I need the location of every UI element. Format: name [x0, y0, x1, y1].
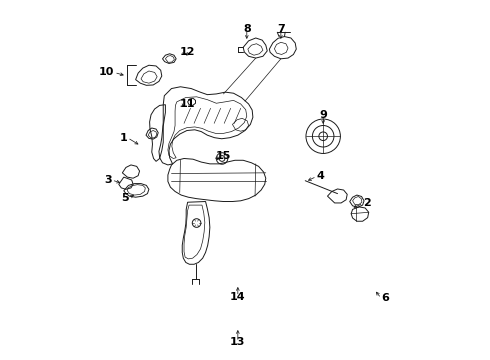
Text: 12: 12: [180, 47, 195, 57]
Text: 1: 1: [120, 133, 127, 143]
Text: 3: 3: [104, 175, 112, 185]
Text: 7: 7: [277, 24, 285, 35]
Text: 13: 13: [230, 337, 245, 347]
Text: 10: 10: [98, 67, 114, 77]
Text: 11: 11: [180, 99, 195, 109]
Text: 4: 4: [317, 171, 324, 181]
Text: 2: 2: [364, 198, 371, 208]
Text: 8: 8: [243, 24, 251, 35]
Text: 9: 9: [319, 111, 327, 121]
Text: 15: 15: [216, 150, 231, 161]
Text: 6: 6: [381, 293, 389, 303]
Text: 5: 5: [121, 193, 128, 203]
Text: 14: 14: [230, 292, 245, 302]
